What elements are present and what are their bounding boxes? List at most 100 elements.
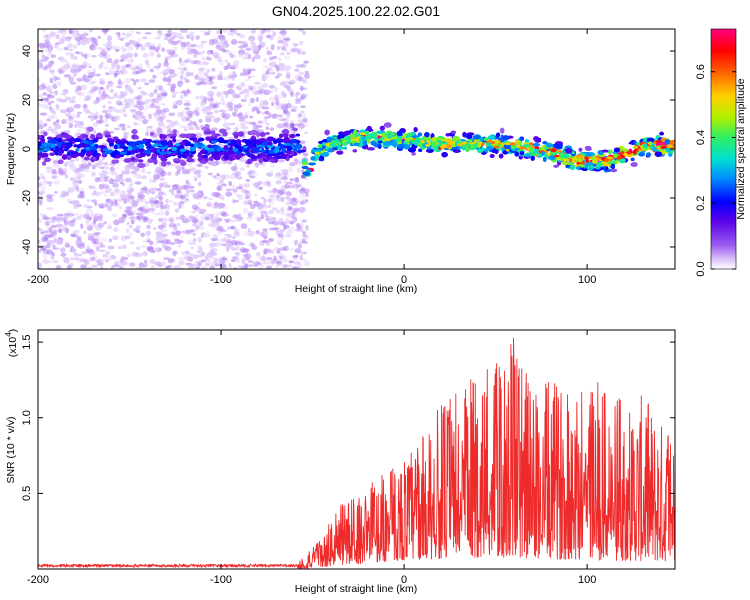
spectrogram-speckle: [223, 65, 228, 71]
spectrogram-speckle: [190, 167, 198, 172]
spectrogram-speckle: [255, 124, 262, 128]
spectrogram-speckle: [96, 246, 100, 252]
spectrogram-speckle: [269, 170, 274, 176]
spectrogram-speckle: [91, 55, 97, 58]
spectrogram-speckle: [305, 225, 309, 231]
spectrogram-speckle: [208, 76, 214, 80]
spectrogram-speckle: [74, 88, 79, 93]
spectrogram-speckle: [192, 232, 196, 236]
spectrogram-speckle: [114, 74, 118, 78]
spectrogram-speckle: [174, 195, 180, 199]
spectrogram-speckle: [76, 113, 80, 118]
spectrogram-speckle: [271, 101, 275, 107]
spectrogram-speckle: [46, 118, 51, 122]
spectrogram-speckle: [48, 183, 52, 187]
spectrogram-speckle: [214, 214, 219, 220]
spectrogram-speckle: [197, 219, 201, 225]
spectrogram-speckle: [54, 89, 59, 96]
spectrogram-speckle: [213, 103, 218, 107]
spectrogram-speckle: [63, 46, 69, 51]
spectrogram-speckle: [185, 45, 190, 49]
spectrogram-speckle: [78, 91, 85, 97]
spectrogram-speckle: [265, 180, 271, 185]
spectrogram-speckle: [302, 117, 308, 123]
spectrogram-speckle: [217, 74, 223, 81]
spectrogram-speckle: [69, 177, 75, 182]
spectrogram-speckle: [53, 179, 61, 185]
spectrogram-speckle: [192, 223, 197, 227]
spectrogram-speckle: [303, 152, 309, 157]
spectrogram-speckle: [244, 121, 251, 124]
spectrogram-speckle: [83, 230, 87, 235]
spectrogram-speckle: [85, 199, 91, 203]
spectrogram-speckle: [233, 29, 237, 34]
spectrogram-speckle: [243, 114, 249, 120]
spectrogram-speckle: [69, 257, 75, 261]
spectrogram-speckle: [176, 99, 183, 106]
spectrogram-speckle: [48, 125, 52, 129]
spectrogram-speckle: [124, 42, 130, 47]
spectrogram-speckle: [221, 29, 228, 33]
spectrogram-speckle: [128, 39, 134, 45]
spectrogram-speckle: [183, 216, 189, 220]
spectrogram-speckle: [185, 71, 191, 77]
spectrogram-speckle: [163, 257, 170, 260]
spectrogram-speckle: [229, 122, 236, 126]
spectrogram-speckle: [292, 183, 299, 189]
spectrogram-speckle: [38, 94, 43, 98]
spectrogram-speckle: [68, 122, 74, 129]
spectrogram-speckle: [154, 195, 162, 199]
spectrogram-speckle: [249, 115, 254, 119]
spectrogram-speckle: [55, 223, 63, 228]
spectrogram-speckle: [124, 77, 131, 84]
spectrogram-speckle: [167, 258, 174, 264]
spectrogram-speckle: [56, 213, 64, 217]
spectrogram-speckle: [210, 213, 215, 218]
spectrogram-speckle: [270, 71, 276, 75]
spectrogram-speckle: [98, 90, 102, 95]
spectrogram-speckle: [160, 233, 168, 238]
spectrogram-speckle: [178, 82, 184, 87]
spectrogram-speckle: [204, 166, 209, 169]
spectrogram-speckle: [156, 66, 160, 71]
spectrogram-speckle: [59, 58, 67, 63]
spectrogram-speckle: [73, 181, 78, 188]
spectrogram-speckle: [295, 228, 303, 232]
spectrogram-speckle: [169, 242, 176, 245]
spectrogram-speckle: [67, 187, 75, 194]
spectrogram-speckle: [250, 46, 259, 52]
spectrogram-speckle: [265, 248, 272, 254]
spectrogram-speckle: [270, 260, 274, 266]
spectrogram-speckle: [213, 257, 219, 264]
spectrogram-speckle: [271, 55, 278, 60]
spectrogram-speckle: [48, 89, 53, 93]
spectrogram-speckle: [125, 206, 133, 210]
spectrogram-speckle: [99, 80, 106, 85]
spectrogram-speckle: [185, 145, 190, 151]
spectrogram-speckle: [237, 176, 243, 180]
spectrogram-speckle: [296, 115, 302, 119]
spectrogram-speckle: [64, 260, 71, 265]
spectrogram-speckle: [92, 67, 96, 74]
spectrogram-speckle: [180, 90, 185, 94]
spectrogram-speckle: [251, 57, 255, 63]
spectrogram-speckle: [144, 32, 152, 35]
spectrogram-speckle: [249, 175, 256, 179]
spectrogram-speckle: [291, 200, 298, 206]
spectrogram-speckle: [242, 68, 246, 74]
spectrogram-speckle: [221, 112, 226, 118]
spectrogram-speckle: [152, 137, 158, 141]
spectrogram-speckle: [166, 49, 173, 54]
spectrogram-speckle: [177, 256, 185, 262]
spectrogram-speckle: [125, 52, 134, 59]
spectrogram-speckle: [52, 162, 60, 169]
spectrogram-speckle: [176, 165, 182, 170]
spectrogram-speckle: [208, 162, 214, 165]
spectrogram-speckle: [230, 39, 238, 45]
spectrogram-speckle: [136, 246, 141, 250]
spectrogram-speckle: [55, 34, 60, 40]
spectrogram-speckle: [187, 123, 193, 126]
spectrogram-speckle: [218, 260, 226, 264]
spectrogram-speckle: [218, 34, 226, 41]
spectrogram-speckle: [80, 264, 87, 269]
